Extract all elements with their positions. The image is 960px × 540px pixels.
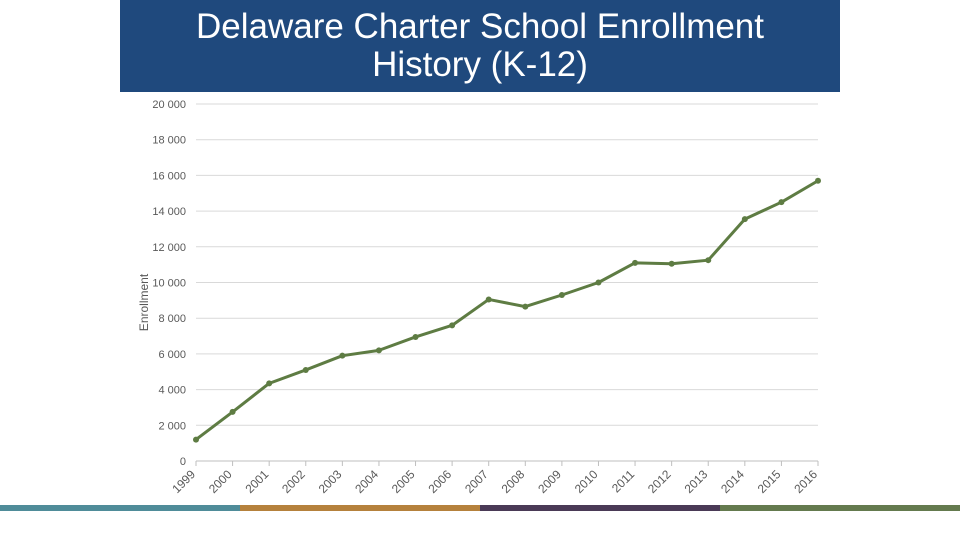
data-point — [741, 216, 748, 223]
bottom-bar-segment — [480, 505, 720, 511]
data-point — [193, 436, 199, 443]
y-tick-label: 10 000 — [152, 278, 186, 290]
bottom-bar-segment — [720, 505, 960, 511]
series-group — [193, 177, 821, 443]
x-tick-label: 2015 — [755, 467, 784, 496]
x-tick-label: 2016 — [791, 467, 820, 496]
y-axis-ticks: 0 2 000 4 000 6 000 8 000 10 000 12 000 14 000 1… — [152, 99, 186, 468]
x-tick-label: 2003 — [316, 467, 345, 496]
chart-title: Delaware Charter School Enrollment Histo… — [195, 7, 765, 84]
y-tick-label: 8 000 — [158, 313, 186, 325]
bottom-bar-segment — [0, 505, 240, 511]
series-line — [195, 179, 819, 441]
data-point — [412, 333, 419, 340]
x-tick-label: 2012 — [645, 467, 674, 496]
y-tick-label: 2 000 — [158, 420, 186, 432]
data-point — [632, 259, 639, 266]
data-point — [375, 347, 382, 354]
x-tick-label: 2007 — [462, 467, 491, 496]
y-tick-label: 0 — [180, 456, 186, 468]
bottom-color-bar — [0, 505, 960, 511]
x-tick-label: 2002 — [279, 467, 308, 496]
y-tick-label: 16 000 — [152, 170, 186, 182]
y-tick-label: 14 000 — [152, 206, 186, 218]
title-banner: Delaware Charter School Enrollment Histo… — [120, 0, 840, 92]
data-point — [522, 303, 529, 310]
y-tick-label: 18 000 — [152, 135, 186, 147]
data-point — [778, 199, 785, 206]
data-point — [815, 177, 821, 184]
y-tick-label: 4 000 — [158, 385, 186, 397]
x-tick-label: 2010 — [572, 467, 601, 496]
y-tick-label: 20 000 — [152, 99, 186, 111]
bottom-bar-segment — [240, 505, 480, 511]
data-point — [302, 366, 309, 373]
x-tick-label: 1999 — [169, 467, 198, 496]
gridlines — [196, 103, 818, 462]
data-point — [449, 322, 456, 329]
x-tick-label: 2011 — [609, 467, 637, 495]
x-axis-ticks: 1999 2000 2001 2002 2003 2004 2005 2006 2007 2008… — [169, 461, 820, 496]
x-tick-label: 2005 — [389, 467, 418, 496]
y-axis-label: Enrollment — [137, 273, 151, 331]
data-point — [558, 291, 565, 298]
data-point — [229, 408, 236, 415]
x-tick-label: 2008 — [499, 467, 528, 496]
x-tick-label: 2009 — [535, 467, 564, 496]
x-tick-label: 2000 — [206, 467, 235, 496]
x-tick-label: 2014 — [718, 467, 747, 496]
x-tick-label: 2013 — [682, 467, 711, 496]
data-point — [485, 296, 492, 303]
x-tick-label: 2001 — [243, 467, 272, 496]
x-tick-label: 2006 — [425, 467, 454, 496]
y-tick-label: 12 000 — [152, 242, 186, 254]
data-point — [339, 352, 346, 359]
data-point — [705, 257, 712, 264]
data-point — [668, 260, 675, 267]
x-tick-label: 2004 — [352, 467, 381, 496]
y-tick-label: 6 000 — [158, 349, 186, 361]
data-point — [266, 380, 273, 387]
data-point — [595, 279, 602, 286]
